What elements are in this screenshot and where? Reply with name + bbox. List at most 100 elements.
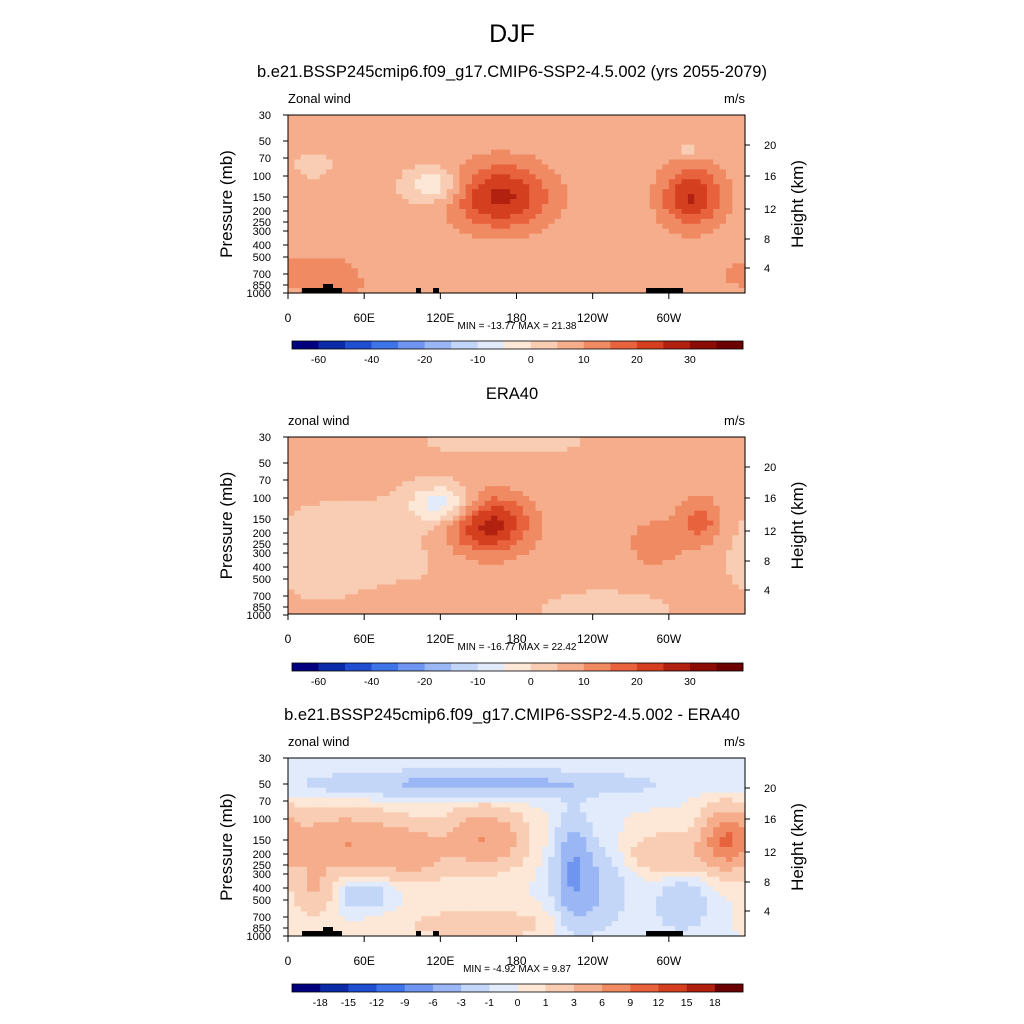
heatmap-cell [345,530,353,536]
heatmap-cell [389,505,397,512]
heatmap-cell [586,174,594,180]
heatmap-cell [472,204,480,210]
heatmap-cell [656,199,664,205]
heatmap-cell [738,169,746,175]
heatmap-cell [453,149,460,156]
heatmap-cell [719,564,727,571]
heatmap-cell [383,184,391,190]
heatmap-cell [395,263,403,269]
heatmap-cell [459,437,467,443]
heatmap-cell [649,437,657,443]
heatmap-cell [668,437,676,443]
heatmap-cell [332,243,340,250]
heatmap-cell [573,510,581,517]
heatmap-cell [522,496,530,502]
heatmap-cell [719,584,727,591]
heatmap-cell [516,184,524,190]
heatmap-cell [484,189,492,195]
heatmap-cell [338,124,346,131]
heatmap-cell [465,441,473,448]
heatmap-cell [725,204,733,210]
heatmap-cell [706,199,714,205]
heatmap-cell [567,268,575,274]
heatmap-cell [478,144,486,151]
heatmap-cell [573,119,581,126]
y-right-axis-title: Height (km) [788,160,807,248]
heatmap-cell [472,446,480,453]
heatmap-cell [681,213,689,220]
heatmap-cell [294,258,302,264]
heatmap-cell [535,144,543,151]
heatmap-cell [459,263,467,269]
heatmap-cell [637,441,645,448]
heatmap-cell [618,283,626,289]
heatmap-cell [332,144,340,151]
heatmap-cell [681,441,689,448]
heatmap-cell [592,134,600,141]
heatmap-cell [357,248,365,255]
heatmap-cell [307,134,314,141]
heatmap-cell [319,154,327,161]
heatmap-cell [510,159,518,166]
heatmap-cell [376,574,384,581]
heatmap-cell [357,139,365,146]
heatmap-cell [529,461,537,468]
heatmap-cell [332,525,340,532]
heatmap-cell [624,194,632,200]
colorbar: -60 -40 -20 -10 0 10 20 30 [291,340,744,366]
heatmap-cell [554,589,562,595]
heatmap-cell [706,574,714,581]
heatmap-cell [586,273,594,279]
heatmap-cell [484,228,492,235]
heatmap-cell [643,550,651,556]
heatmap-cell [668,169,676,175]
heatmap-cell [738,446,746,453]
heatmap-cell [668,243,676,250]
heatmap-cell [548,505,556,512]
heatmap-cell [421,119,429,126]
heatmap-cell [624,515,632,522]
heatmap-cell [497,119,505,126]
heatmap-cell [637,446,645,453]
heatmap-cell [491,491,499,497]
heatmap-cell [649,129,657,136]
heatmap-cell [440,129,448,136]
heatmap-cell [497,559,505,566]
heatmap-cell [630,288,638,294]
heatmap-cell [687,149,695,156]
heatmap-cell [541,500,549,507]
colorbar-frame [291,340,744,350]
heatmap-cell [637,213,645,220]
heatmap-cell [725,253,733,259]
heatmap-cell [592,139,600,146]
heatmap-cell [541,204,549,210]
heatmap-cell [586,540,594,546]
heatmap-cell [294,218,302,225]
heatmap-cell [668,466,676,473]
heatmap-cell [719,149,727,156]
heatmap-cell [668,540,676,546]
heatmap-cell [516,515,524,522]
heatmap-cell [649,228,657,235]
heatmap-cell [472,199,480,205]
heatmap-cell [345,238,353,245]
heatmap-cell [351,505,359,512]
heatmap-cell [288,520,295,527]
heatmap-cell [376,189,384,195]
heatmap-cell [560,263,568,269]
heatmap-cell [364,154,372,161]
heatmap-cell [618,228,626,235]
heatmap-cell [376,228,384,235]
heatmap-cell [357,154,365,161]
heatmap-cell [516,134,524,141]
heatmap-cell [383,243,391,250]
heatmap-cell [681,589,689,595]
heatmap-cell [522,144,530,151]
heatmap-cell [605,134,613,141]
heatmap-cell [446,169,454,175]
heatmap-cell [567,589,575,595]
heatmap-cell [630,218,638,225]
heatmap-cell [713,144,721,151]
heatmap-cell [472,174,480,180]
heatmap-cell [719,437,727,443]
